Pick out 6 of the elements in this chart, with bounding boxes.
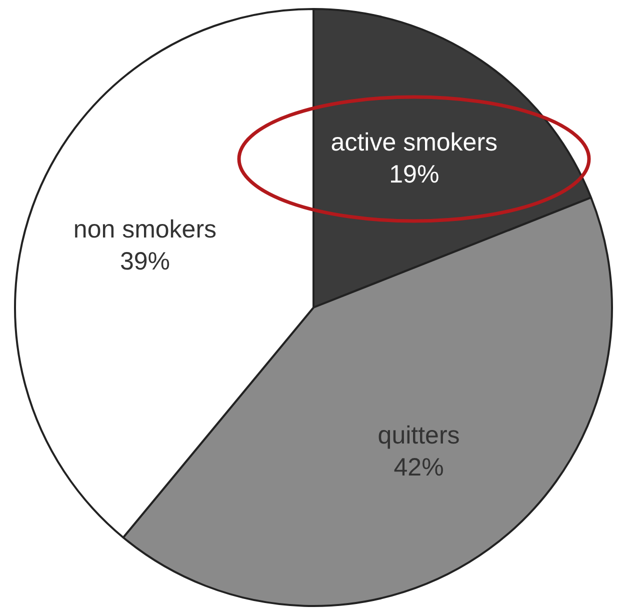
slice-label: non smokers	[73, 216, 217, 244]
data-label: 39%	[120, 248, 170, 276]
slice-label: quitters	[378, 421, 460, 450]
data-label: 42%	[394, 453, 444, 482]
slice-label: active smokers	[330, 128, 498, 156]
data-label: 19%	[389, 160, 440, 188]
